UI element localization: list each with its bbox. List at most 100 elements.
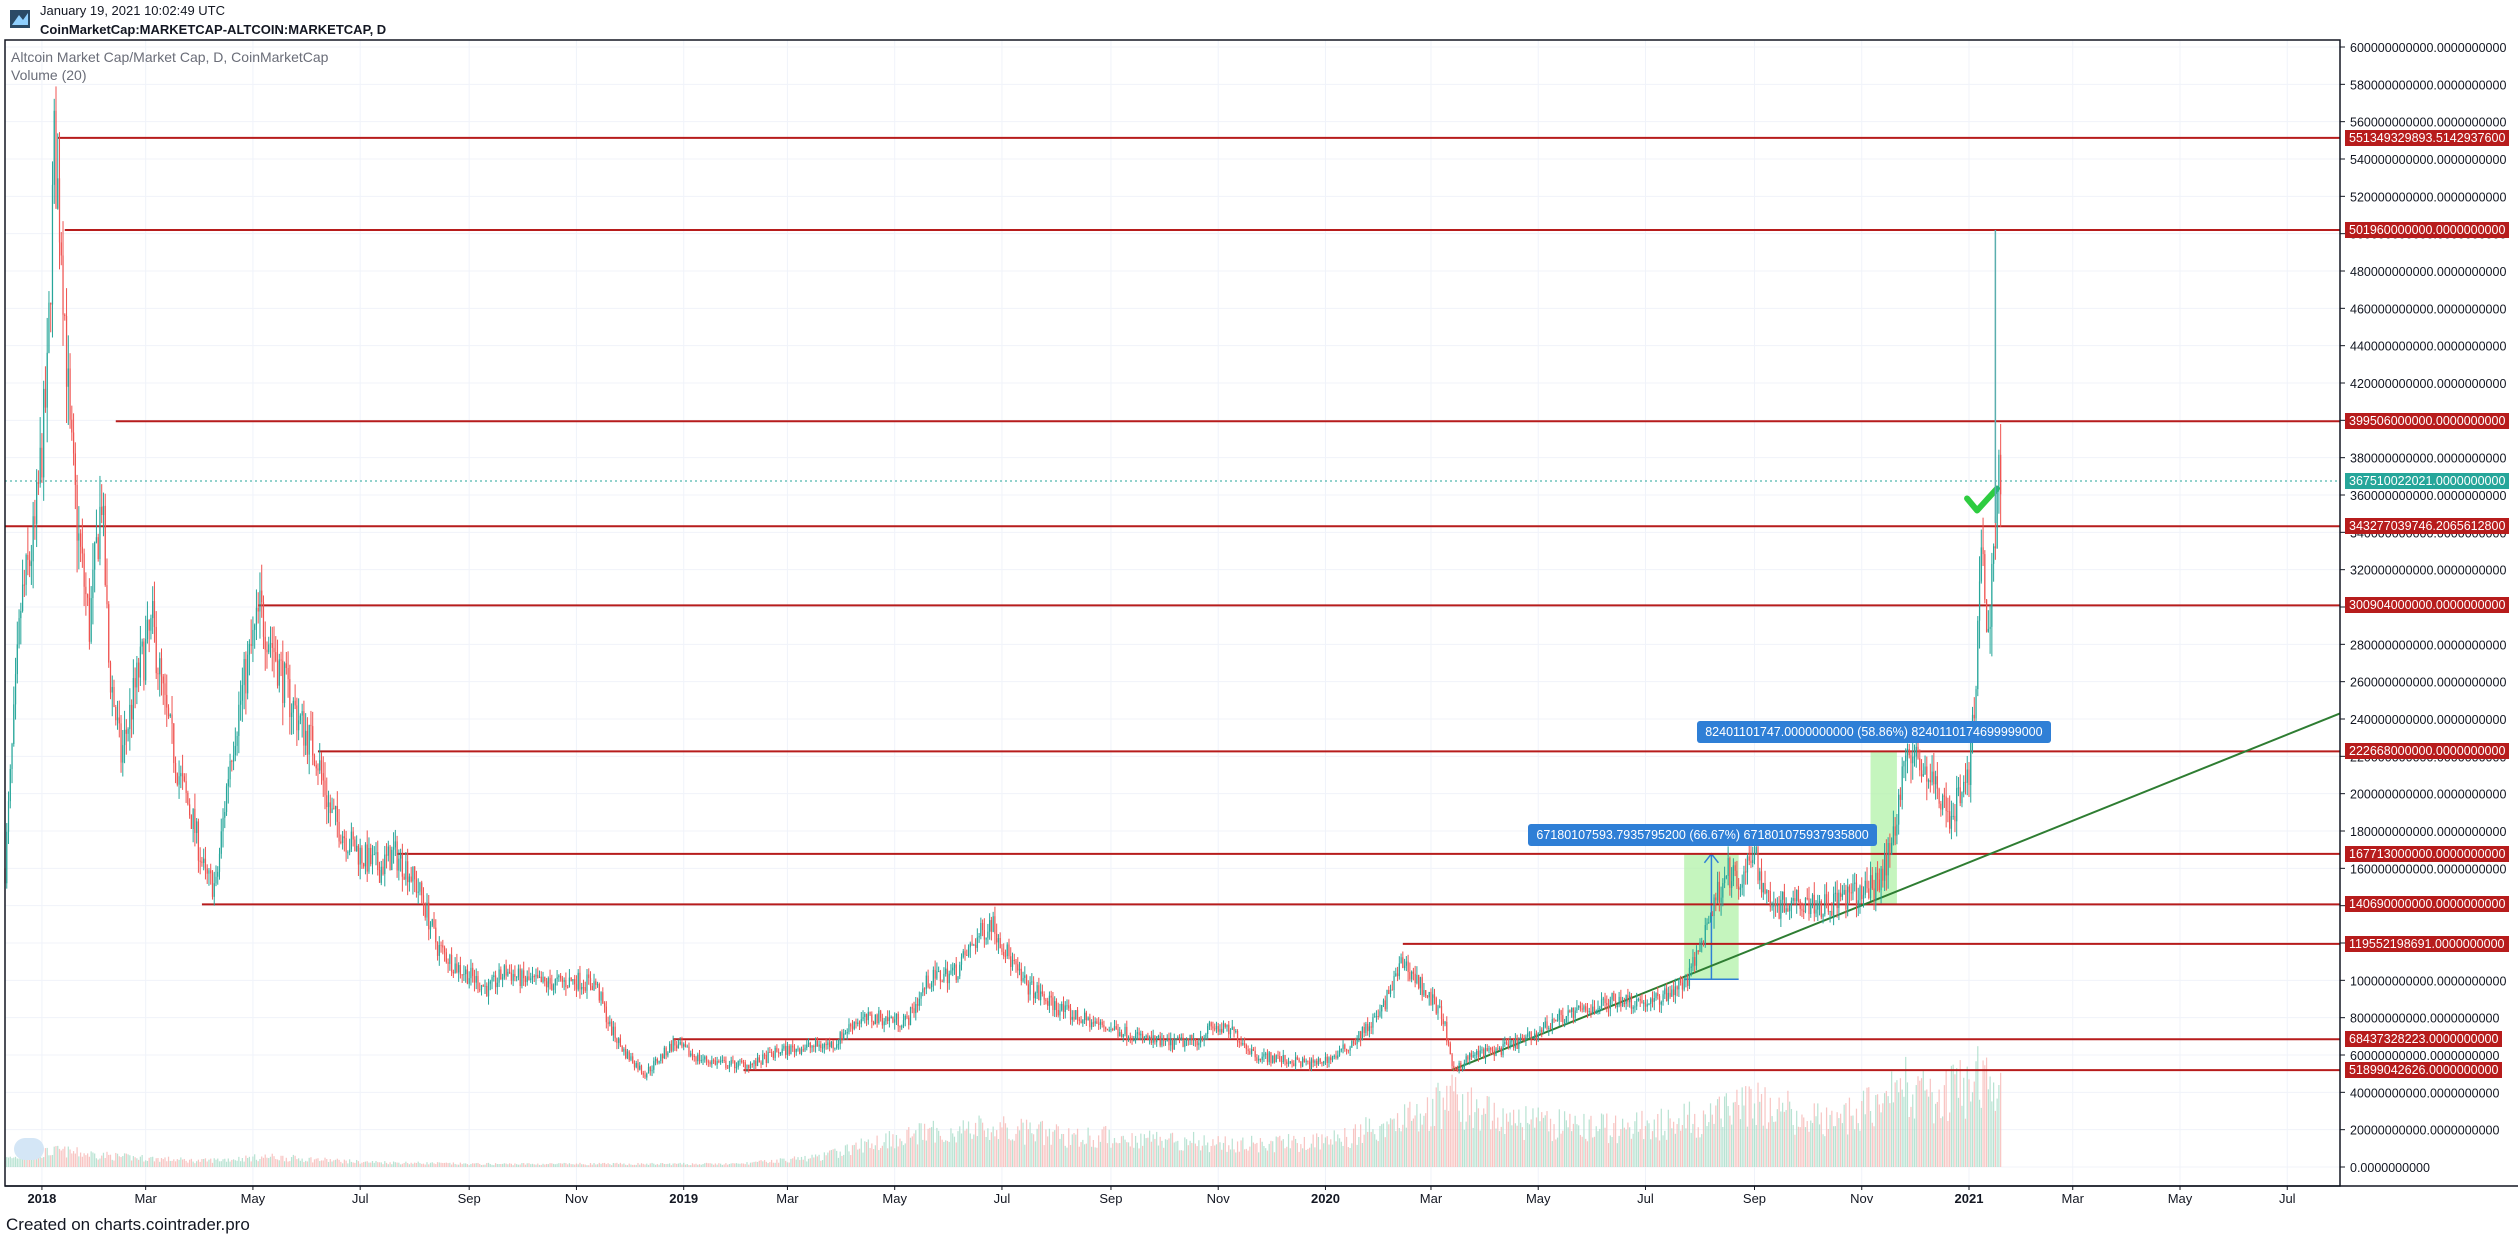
volume-bar [1866, 1087, 1868, 1167]
candle-body [693, 1055, 695, 1058]
candle-body [955, 964, 957, 980]
volume-bar [412, 1163, 414, 1167]
candle-body [83, 553, 85, 587]
candle-body [1905, 755, 1907, 762]
volume-bar [167, 1156, 170, 1167]
volume-bar [331, 1161, 333, 1167]
volume-bar [125, 1153, 127, 1167]
volume-bar [1574, 1115, 1576, 1167]
volume-bar [1799, 1127, 1801, 1167]
resistance-levels[interactable] [5, 136, 2340, 1072]
candle-body [895, 1013, 898, 1020]
volume-bar [1569, 1113, 1571, 1167]
candle-body [11, 743, 13, 770]
candle-body [1388, 990, 1390, 994]
candle-body [1219, 1028, 1221, 1032]
candle-body [204, 858, 207, 869]
volume-bar [1333, 1130, 1335, 1167]
volume-bar [1122, 1135, 1124, 1167]
candle-body [1173, 1039, 1175, 1050]
volume-bar [160, 1158, 163, 1167]
volume-bar [1676, 1124, 1678, 1167]
footer-credit: Created on charts.cointrader.pro [6, 1215, 250, 1234]
candle-body [118, 717, 120, 724]
candle-body [1312, 1059, 1314, 1063]
candle-body [1082, 1020, 1084, 1024]
candle-body [990, 920, 993, 932]
volume-bar [122, 1156, 124, 1167]
candle-body [649, 1067, 651, 1072]
candle-body [399, 853, 402, 859]
candle-body [874, 1014, 876, 1025]
level-tag-10: 68437328223.0000000000 [2345, 1031, 2503, 1048]
volume-bar [1827, 1128, 1829, 1167]
volume-bar [317, 1158, 319, 1167]
volume-bar [401, 1163, 403, 1167]
candle-body [744, 1062, 746, 1069]
candle-body [966, 954, 968, 956]
candle-body [1560, 1010, 1562, 1016]
volume-bar [649, 1163, 651, 1167]
candle-body [1180, 1037, 1182, 1041]
candle-body [1396, 973, 1399, 977]
candle-body [906, 1016, 908, 1018]
candle-body [1301, 1058, 1304, 1067]
tradingview-badge-icon[interactable] [14, 1138, 44, 1160]
volume-bar [1604, 1127, 1606, 1167]
candle-body [1127, 1037, 1130, 1040]
candle-body [1177, 1037, 1179, 1039]
volume-bar [1418, 1131, 1420, 1167]
volume-bar [1089, 1135, 1091, 1167]
volume-bar [1273, 1152, 1276, 1167]
candle-body [1187, 1039, 1189, 1041]
volume-bar [1446, 1085, 1448, 1167]
candle-body [333, 808, 335, 810]
volume-bar [1892, 1102, 1895, 1167]
volume-bar [1379, 1125, 1381, 1167]
volume-bar [1226, 1151, 1228, 1167]
volume-bar [466, 1164, 469, 1167]
volume-bar [1634, 1121, 1636, 1167]
candle-body [1238, 1041, 1240, 1043]
candle-body [1240, 1042, 1242, 1045]
volume-bar [1045, 1129, 1047, 1167]
volume-bar [1571, 1131, 1573, 1167]
volume-bar [1254, 1143, 1256, 1167]
volume-bar [204, 1158, 207, 1167]
candle-body [783, 1045, 785, 1049]
volume-bar [1008, 1138, 1010, 1167]
candle-body [269, 643, 272, 645]
candle-body [99, 506, 101, 559]
candle-body [239, 700, 242, 705]
candle-body [331, 808, 333, 814]
volume-bar [25, 1157, 27, 1167]
volume-bar [916, 1144, 919, 1167]
candle-body [869, 1012, 871, 1015]
volume-bar [76, 1147, 78, 1167]
candle-body [1335, 1055, 1337, 1059]
candle-body [839, 1032, 841, 1045]
candle-body [1998, 454, 2000, 487]
volume-bar [1665, 1139, 1668, 1167]
candle-body [1483, 1049, 1485, 1059]
candle-body [851, 1026, 854, 1029]
candle-body [899, 1025, 901, 1028]
volume-bar [517, 1164, 520, 1167]
volume-bar [1317, 1137, 1320, 1167]
volume-bar [327, 1161, 330, 1167]
candle-body [81, 546, 83, 554]
candle-body [194, 808, 196, 833]
volume-bar [1050, 1144, 1052, 1167]
candle-body [521, 970, 523, 986]
candle-body [1208, 1022, 1211, 1027]
volume-bar [1182, 1150, 1184, 1167]
candle-body [1687, 979, 1689, 986]
candle-body [684, 1044, 687, 1047]
candle-body [637, 1063, 639, 1070]
volume-bar [658, 1164, 660, 1167]
volume-bar [1149, 1130, 1151, 1167]
candle-body [227, 779, 229, 787]
candle-body [1352, 1040, 1355, 1044]
candle-body [299, 715, 302, 721]
